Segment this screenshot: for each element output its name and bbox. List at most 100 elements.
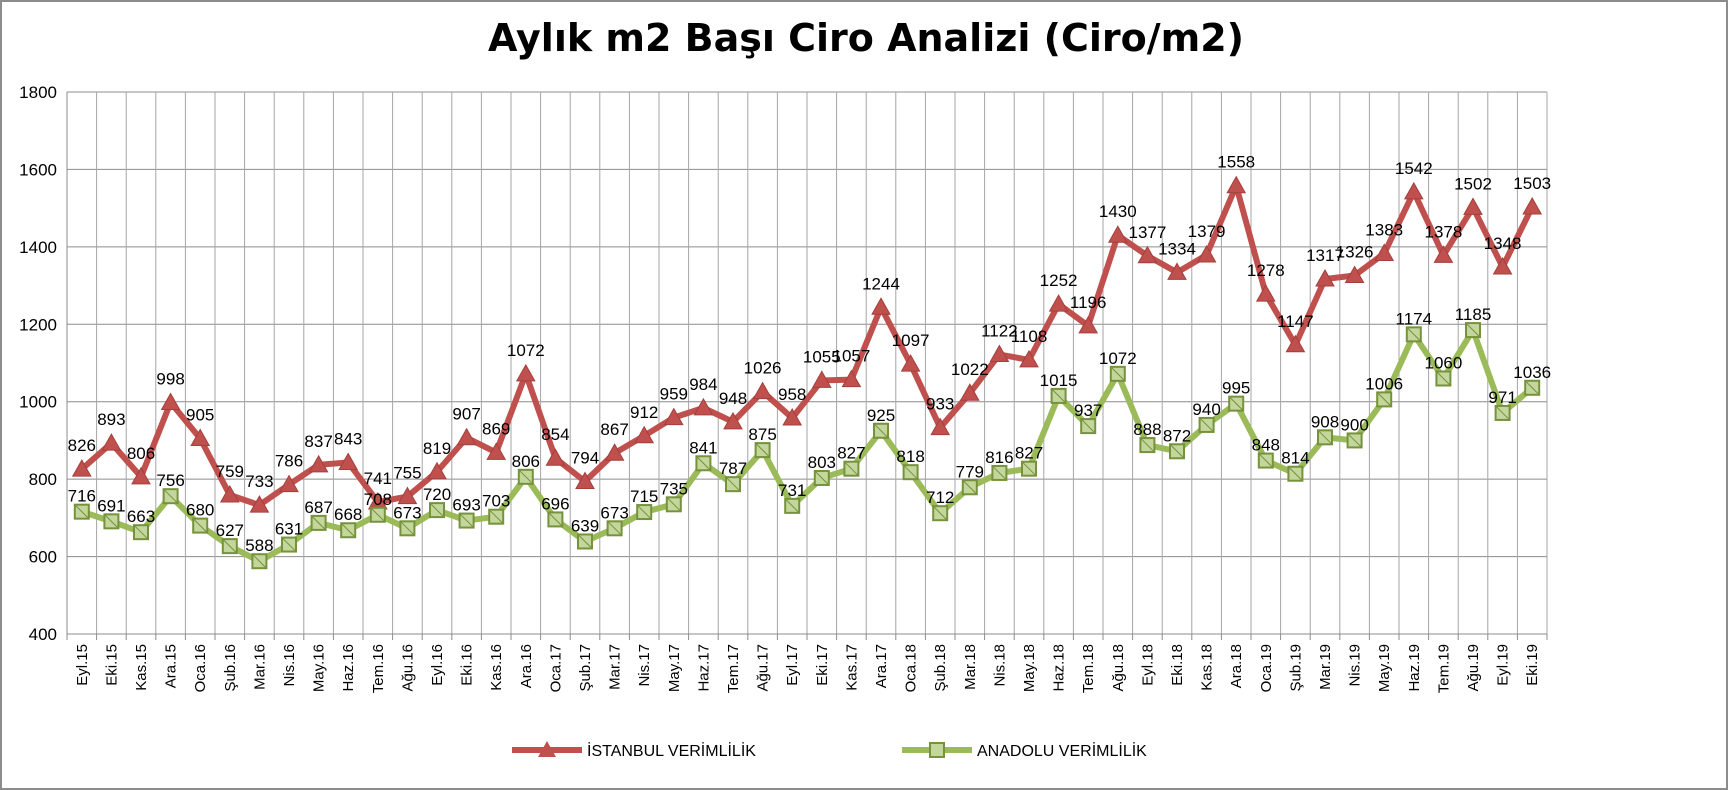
data-point-marker <box>427 461 447 480</box>
data-label: 959 <box>660 385 688 404</box>
data-label: 1015 <box>1040 371 1078 390</box>
data-label: 1196 <box>1070 293 1107 312</box>
data-label: 720 <box>423 485 451 504</box>
x-tick-label: Şub.17 <box>577 644 594 692</box>
data-label: 1317 <box>1306 246 1344 265</box>
data-point-marker <box>1463 197 1483 215</box>
data-label: 837 <box>304 432 332 451</box>
data-point-marker-detail <box>460 514 473 527</box>
data-point-marker <box>634 425 655 444</box>
data-point-marker <box>71 459 92 477</box>
data-label: 1348 <box>1484 234 1522 253</box>
data-point-marker-detail <box>1437 372 1450 385</box>
x-tick-label: Tem.17 <box>725 644 742 693</box>
x-tick-label: Eyl.18 <box>1139 644 1156 686</box>
data-label: 1244 <box>862 274 900 293</box>
data-point-marker <box>930 417 951 436</box>
data-point-marker-detail <box>75 505 89 519</box>
x-tick-label: Ağu.17 <box>755 644 772 692</box>
data-point-marker-detail <box>1081 419 1095 433</box>
data-label: 691 <box>97 496 125 515</box>
data-label: 984 <box>689 375 717 394</box>
x-tick-label: Eki.16 <box>459 644 476 686</box>
data-point-marker-detail <box>519 470 533 484</box>
data-point-marker <box>871 297 891 315</box>
data-point-marker <box>219 484 240 503</box>
data-point-marker <box>338 452 359 470</box>
x-tick-label: Mar.17 <box>607 644 624 690</box>
data-point-marker <box>841 369 862 388</box>
x-tick-label: Tem.18 <box>1080 644 1097 693</box>
data-point-marker-detail <box>726 477 740 491</box>
data-label: 1252 <box>1040 271 1078 290</box>
data-point-marker <box>1403 181 1424 200</box>
data-point-marker <box>1344 265 1365 284</box>
y-tick-label: 400 <box>29 625 57 644</box>
x-tick-label: Eyl.19 <box>1495 644 1512 686</box>
data-label: 819 <box>423 439 451 458</box>
data-label: 673 <box>393 503 421 522</box>
data-label: 867 <box>600 420 628 439</box>
data-point-marker-detail <box>1052 389 1065 403</box>
data-label: 958 <box>778 385 806 404</box>
x-tick-label: Nis.18 <box>991 644 1008 687</box>
data-point-marker-detail <box>341 523 355 537</box>
y-tick-label: 800 <box>29 470 57 489</box>
data-point-marker-detail <box>1525 381 1539 395</box>
data-point-marker <box>1226 175 1247 194</box>
x-tick-label: Mar.19 <box>1317 644 1334 690</box>
legend-entry-label: ANADOLU VERİMLİLİK <box>977 741 1147 760</box>
data-label: 1383 <box>1365 220 1403 239</box>
data-label: 588 <box>245 536 273 555</box>
legend[interactable]: İSTANBUL VERİMLİLİK ANADOLU VERİMLİLİK <box>512 741 1147 760</box>
x-tick-label: Ağu.16 <box>399 644 416 692</box>
data-point-marker-detail <box>637 505 651 519</box>
data-point-marker-detail <box>697 456 710 470</box>
x-tick-label: Eyl.17 <box>784 644 801 686</box>
x-tick-label: Haz.16 <box>340 644 357 692</box>
x-tick-label: Ağu.19 <box>1465 644 1482 692</box>
data-point-marker-detail <box>1348 434 1361 447</box>
data-label: 1334 <box>1158 239 1196 258</box>
x-tick-label: Oca.19 <box>1258 644 1275 692</box>
data-point-marker-detail <box>489 510 503 524</box>
data-label: 872 <box>1163 426 1191 445</box>
data-label: 627 <box>216 521 244 540</box>
data-label: 631 <box>275 520 303 539</box>
data-label: 912 <box>630 403 658 422</box>
data-label: 1542 <box>1395 159 1433 178</box>
x-tick-label: Oca.18 <box>903 644 920 692</box>
data-label: 933 <box>926 395 954 414</box>
x-tick-label: Oca.16 <box>192 644 209 692</box>
data-label: 1379 <box>1188 222 1226 241</box>
data-label: 998 <box>156 369 184 388</box>
data-point-marker <box>1107 225 1128 243</box>
data-label: 733 <box>245 472 273 491</box>
x-tick-label: Haz.17 <box>695 644 712 692</box>
data-point-marker <box>989 344 1010 362</box>
data-label: 687 <box>304 498 332 517</box>
y-tick-label: 1600 <box>19 160 57 179</box>
data-point-marker <box>308 454 329 473</box>
data-point-marker-detail <box>105 514 118 528</box>
x-tick-label: Kas.18 <box>1199 644 1216 691</box>
data-label: 673 <box>600 503 628 522</box>
data-point-marker-detail <box>993 466 1006 480</box>
y-tick-label: 1400 <box>19 238 57 257</box>
data-point-marker-detail <box>963 480 977 494</box>
data-label: 1097 <box>892 331 930 350</box>
x-tick-label: Ağu.18 <box>1110 644 1127 692</box>
data-label: 1558 <box>1217 153 1255 172</box>
data-label: 680 <box>186 501 214 520</box>
data-point-marker-detail <box>193 519 207 532</box>
x-tick-label: May.19 <box>1376 644 1393 692</box>
data-point-marker <box>101 433 122 451</box>
data-label: 1185 <box>1455 305 1492 324</box>
data-label: 1057 <box>832 347 870 366</box>
data-label: 712 <box>926 488 954 507</box>
data-label: 1174 <box>1396 309 1433 328</box>
x-tick-label: Nis.17 <box>636 644 653 687</box>
data-label: 756 <box>156 471 184 490</box>
data-point-marker-detail <box>1229 397 1243 411</box>
